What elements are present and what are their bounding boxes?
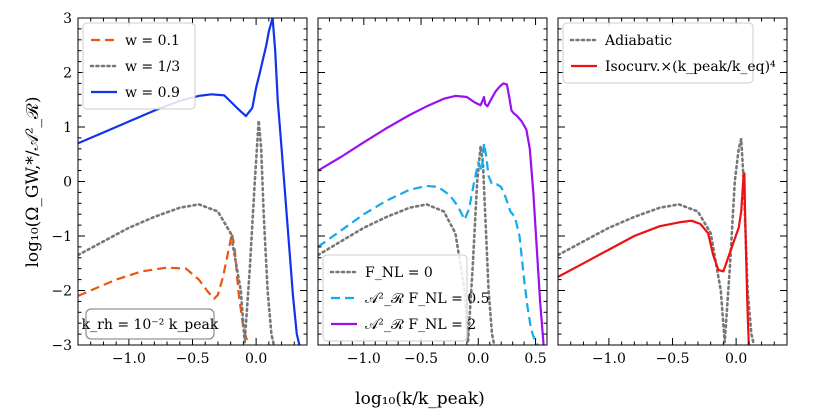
left-xtick-label: −1.0 bbox=[112, 351, 146, 367]
annotation-box bbox=[85, 308, 215, 340]
legend-entry: w = 0.1 bbox=[125, 33, 180, 49]
right-xtick-label: 0.0 bbox=[725, 351, 747, 367]
annotation-text: k_rh = 10⁻² k_peak bbox=[82, 317, 219, 333]
left-xtick-label: −0.5 bbox=[176, 351, 210, 367]
right-series-line-0 bbox=[558, 137, 756, 345]
x-axis-label: log₁₀(k/k_peak) bbox=[355, 389, 485, 409]
ytick-label: −2 bbox=[51, 284, 72, 300]
left-series-line-0 bbox=[78, 232, 250, 345]
krh-annotation: k_rh = 10⁻² k_peak bbox=[82, 308, 219, 340]
right-xtick-label: −0.5 bbox=[656, 351, 690, 367]
legend-entry: 𝒜²_ℛ F_NL = 2 bbox=[365, 317, 476, 333]
middle-legend: F_NL = 0 𝒜²_ℛ F_NL = 0.5 𝒜²_ℛ F_NL = 2 bbox=[322, 254, 490, 342]
middle-xtick-label: −0.5 bbox=[404, 351, 438, 367]
legend-entry: F_NL = 0 bbox=[365, 265, 433, 281]
middle-series-line-1 bbox=[318, 142, 539, 345]
right-series-group bbox=[558, 137, 756, 345]
legend-frame bbox=[562, 22, 754, 84]
legend-entry: Isocurv.×(k_peak/k_eq)⁴ bbox=[605, 59, 776, 75]
middle-series-line-2 bbox=[318, 82, 545, 345]
left-series-line-1 bbox=[78, 119, 276, 345]
middle-xtick-label: −1.0 bbox=[347, 351, 381, 367]
legend-entry: Adiabatic bbox=[604, 33, 672, 49]
right-legend: Adiabatic Isocurv.×(k_peak/k_eq)⁴ bbox=[562, 22, 776, 84]
left-xtick-label: 0.0 bbox=[245, 351, 267, 367]
right-ticks bbox=[557, 17, 788, 346]
ytick-label: 0 bbox=[63, 175, 72, 191]
middle-ticks bbox=[317, 17, 548, 346]
legend-entry: w = 1/3 bbox=[125, 59, 180, 75]
right-series-line-1 bbox=[558, 172, 750, 345]
legend-entry: 𝒜²_ℛ F_NL = 0.5 bbox=[365, 291, 490, 307]
ytick-label: −1 bbox=[51, 229, 72, 245]
panel-right: −1.0 −0.5 0.0 Adiabatic Isocurv.×(k_peak/k_e… bbox=[557, 17, 788, 367]
left-legend: w = 0.1 w = 1/3 w = 0.9 bbox=[82, 22, 196, 110]
middle-xtick-label: 0.0 bbox=[467, 351, 489, 367]
right-xtick-label: −1.0 bbox=[592, 351, 626, 367]
legend-entry: w = 0.9 bbox=[125, 85, 180, 101]
ytick-label: −3 bbox=[51, 338, 72, 354]
ytick-label: 1 bbox=[63, 120, 72, 136]
panel-middle: −1.0 −0.5 0.0 0.5 F_NL = 0 𝒜²_ℛ F_NL = 0.5 𝒜²_… bbox=[317, 17, 548, 367]
legend-frame bbox=[322, 254, 468, 342]
y-axis-label: log₁₀(Ω_GW,*/𝒜²_ℛ) bbox=[23, 96, 43, 267]
legend-frame bbox=[82, 22, 196, 110]
ytick-label: 2 bbox=[63, 66, 72, 82]
middle-xtick-label: 0.5 bbox=[524, 351, 546, 367]
ytick-label: 3 bbox=[63, 11, 72, 27]
